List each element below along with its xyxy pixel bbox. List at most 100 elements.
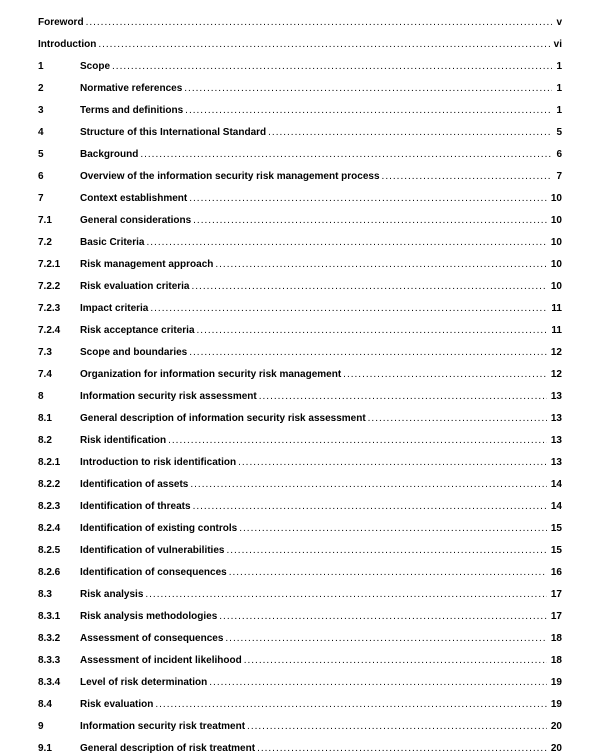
toc-number: 4	[38, 128, 80, 138]
toc-leader	[184, 84, 552, 94]
toc-number: 8.3.2	[38, 634, 80, 644]
toc-leader	[215, 260, 547, 270]
toc-row: 7.2.4Risk acceptance criteria11	[38, 326, 562, 336]
toc-title: Structure of this International Standard	[80, 128, 266, 138]
toc-row: 7Context establishment10	[38, 194, 562, 204]
toc-row: 8Information security risk assessment13	[38, 392, 562, 402]
toc-leader	[189, 194, 547, 204]
toc-number: 8.2.2	[38, 480, 80, 490]
toc-title: Overview of the information security ris…	[80, 172, 380, 182]
toc-row: 8.2Risk identification13	[38, 436, 562, 446]
toc-number: 9	[38, 722, 80, 732]
toc-page: 1	[554, 84, 562, 94]
toc-leader	[140, 150, 552, 160]
toc-row: 3Terms and definitions1	[38, 106, 562, 116]
toc-leader	[192, 282, 547, 292]
toc-title: Foreword	[38, 18, 84, 28]
toc-leader	[150, 304, 547, 314]
toc-row: 8.2.3Identification of threats14	[38, 502, 562, 512]
toc-page: 13	[549, 392, 562, 402]
toc-page: 11	[549, 304, 562, 314]
toc-page: 17	[549, 590, 562, 600]
toc-leader	[247, 722, 547, 732]
toc-leader	[268, 128, 552, 138]
toc-number: 7.2.1	[38, 260, 80, 270]
toc-leader	[229, 568, 547, 578]
toc-page: 20	[549, 722, 562, 732]
toc-page: 18	[549, 634, 562, 644]
toc-leader	[185, 106, 552, 116]
toc-title: Risk analysis methodologies	[80, 612, 217, 622]
toc-number: 7.2.3	[38, 304, 80, 314]
toc-page: 17	[549, 612, 562, 622]
toc-leader	[226, 546, 546, 556]
toc-page: 13	[549, 458, 562, 468]
toc-number: 8.3.1	[38, 612, 80, 622]
toc-leader	[193, 502, 547, 512]
toc-row: Introductionvi	[38, 40, 562, 50]
toc-title: Background	[80, 150, 138, 160]
toc-leader	[98, 40, 549, 50]
toc-page: 13	[549, 414, 562, 424]
toc-page: 15	[549, 546, 562, 556]
toc-title: Organization for information security ri…	[80, 370, 341, 380]
toc-leader	[112, 62, 552, 72]
toc-title: Risk acceptance criteria	[80, 326, 195, 336]
toc-page: 7	[554, 172, 562, 182]
toc-title: Introduction	[38, 40, 96, 50]
toc-row: 2Normative references 1	[38, 84, 562, 94]
toc-number: 8.2.5	[38, 546, 80, 556]
toc-page: 19	[549, 700, 562, 710]
toc-leader	[168, 436, 547, 446]
toc-number: 6	[38, 172, 80, 182]
toc-number: 7.2	[38, 238, 80, 248]
toc-leader	[146, 238, 546, 248]
toc-page: 5	[554, 128, 562, 138]
toc-page: 10	[549, 282, 562, 292]
toc-number: 8.2.1	[38, 458, 80, 468]
toc-leader	[257, 744, 547, 754]
toc-row: 8.2.1Introduction to risk identification…	[38, 458, 562, 468]
toc-number: 5	[38, 150, 80, 160]
toc-title: Assessment of consequences	[80, 634, 223, 644]
toc-leader	[197, 326, 548, 336]
toc-title: Context establishment	[80, 194, 187, 204]
toc-title: Risk evaluation criteria	[80, 282, 190, 292]
toc-title: Basic Criteria	[80, 238, 144, 248]
toc-title: Normative references	[80, 84, 182, 94]
toc-row: 5Background 6	[38, 150, 562, 160]
toc-row: 7.2.3Impact criteria 11	[38, 304, 562, 314]
toc-row: 8.3.1Risk analysis methodologies 17	[38, 612, 562, 622]
toc-title: Risk identification	[80, 436, 166, 446]
table-of-contents: Forewordv Introductionvi 1 Scope 12 Normative…	[38, 18, 562, 754]
toc-number: 8.1	[38, 414, 80, 424]
toc-number: 8.3	[38, 590, 80, 600]
toc-row: 7.4Organization for information security…	[38, 370, 562, 380]
toc-number: 2	[38, 84, 80, 94]
toc-number: 3	[38, 106, 80, 116]
toc-page: 10	[549, 260, 562, 270]
toc-page: 20	[549, 744, 562, 754]
toc-row: 7.2.2Risk evaluation criteria10	[38, 282, 562, 292]
toc-leader	[343, 370, 547, 380]
toc-row: 8.2.4Identification of existing controls…	[38, 524, 562, 534]
toc-row: 8.2.2Identification of assets14	[38, 480, 562, 490]
toc-title: Scope	[80, 62, 110, 72]
toc-number: 7.2.4	[38, 326, 80, 336]
toc-title: Impact criteria	[80, 304, 148, 314]
toc-leader	[209, 678, 547, 688]
toc-page: 12	[549, 348, 562, 358]
toc-number: 8.3.4	[38, 678, 80, 688]
toc-row: 8.4Risk evaluation19	[38, 700, 562, 710]
toc-title: Identification of assets	[80, 480, 188, 490]
toc-page: 10	[549, 194, 562, 204]
toc-row: Forewordv	[38, 18, 562, 28]
toc-page: 6	[554, 150, 562, 160]
toc-title: Identification of existing controls	[80, 524, 237, 534]
toc-leader	[155, 700, 547, 710]
toc-title: Introduction to risk identification	[80, 458, 236, 468]
toc-number: 8.2	[38, 436, 80, 446]
toc-leader	[193, 216, 547, 226]
toc-title: Information security risk treatment	[80, 722, 245, 732]
toc-leader	[382, 172, 553, 182]
